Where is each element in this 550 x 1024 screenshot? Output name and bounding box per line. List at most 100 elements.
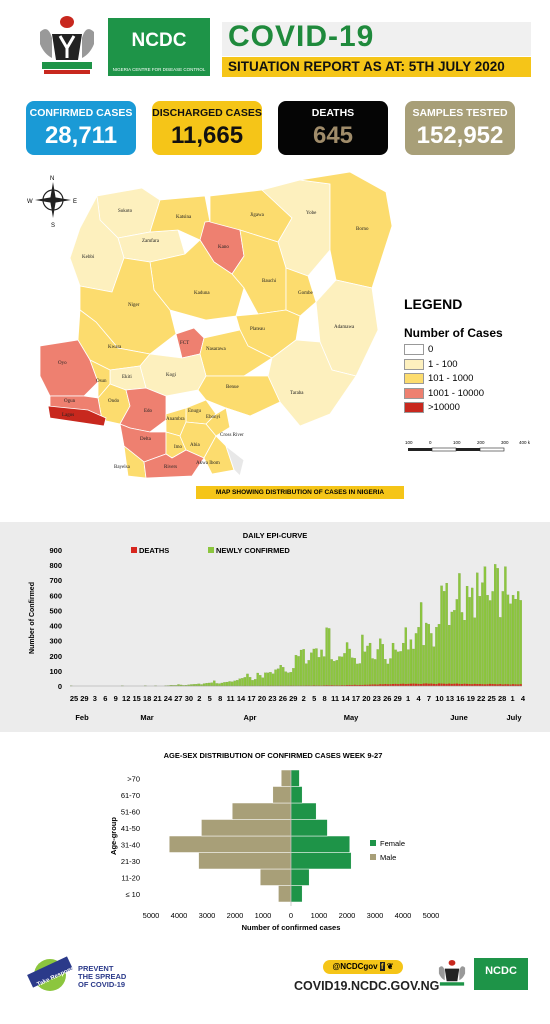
confirmed-bar xyxy=(310,652,313,687)
x-tick-label: 1000 xyxy=(255,911,272,920)
compass-w: W xyxy=(27,199,33,205)
confirmed-bar xyxy=(261,677,264,687)
deaths-bar xyxy=(440,683,443,686)
map-state-label: Kogi xyxy=(166,373,177,378)
deaths-bar xyxy=(430,683,433,686)
footer-coat-of-arms xyxy=(438,959,466,986)
footer-ncdc-logo: NCDC xyxy=(474,958,528,990)
footer-ncdc-logo-text: NCDC xyxy=(485,965,517,977)
confirmed-bar xyxy=(460,612,464,687)
y-axis-label: Number of Confirmed xyxy=(29,582,36,654)
confirmed-bar xyxy=(202,683,206,687)
confirmed-bar xyxy=(238,678,241,687)
x-tick-label: 12 xyxy=(122,694,130,703)
website-link[interactable]: COVID19.NCDC.GOV.NG xyxy=(294,979,440,993)
confirmed-bar xyxy=(297,656,300,687)
confirmed-bar xyxy=(333,661,336,687)
social-handle-text: @NCDCgov xyxy=(332,962,378,971)
confirmed-bar xyxy=(210,682,213,687)
prevent-line-3: OF COVID-19 xyxy=(78,980,126,989)
confirmed-bar xyxy=(516,591,520,687)
confirmed-bar xyxy=(230,681,234,687)
y-axis-label: Age-group xyxy=(109,817,118,855)
confirmed-bar xyxy=(251,680,254,687)
deaths-bar xyxy=(404,684,407,686)
female-bar xyxy=(290,835,351,853)
map-state xyxy=(225,444,245,477)
map-state-label: Benue xyxy=(226,385,240,390)
confirmed-bar xyxy=(399,651,402,687)
x-tick-label: 20 xyxy=(258,694,266,703)
deaths-bar xyxy=(519,684,522,686)
confirmed-bar xyxy=(483,566,487,687)
confirmed-bar xyxy=(248,677,252,687)
x-tick-label: 4000 xyxy=(171,911,188,920)
confirmed-bar xyxy=(351,657,354,687)
deaths-bar xyxy=(496,684,499,686)
deaths-bar xyxy=(348,684,351,686)
deaths-value: 645 xyxy=(312,122,354,149)
deaths-bar xyxy=(471,684,474,686)
x-tick-label: 6 xyxy=(103,694,107,703)
map-state-label: Ondo xyxy=(108,399,120,404)
map-state-label: Adamawa xyxy=(334,325,355,330)
legend-female-label: Female xyxy=(380,839,405,848)
deaths-bar xyxy=(391,684,395,686)
ncdc-logo-text: NCDC xyxy=(131,30,187,51)
x-tick-label: 2 xyxy=(302,694,306,703)
x-tick-label: 4 xyxy=(416,694,421,703)
deaths-bar xyxy=(417,683,420,686)
twitter-icon: ❦ xyxy=(386,962,394,971)
female-bar xyxy=(290,885,303,903)
confirmed-bar xyxy=(269,672,272,687)
x-tick-label: 18 xyxy=(143,694,151,703)
confirmed-bar xyxy=(335,660,339,687)
confirmed-bar xyxy=(325,627,328,687)
confirmed-bar xyxy=(442,591,446,687)
deaths-bar xyxy=(343,685,346,686)
confirmed-bar xyxy=(481,582,484,687)
male-bar xyxy=(231,802,292,820)
deaths-bar xyxy=(353,684,356,686)
deaths-bar xyxy=(361,684,364,686)
x-tick-label: 3000 xyxy=(367,911,384,920)
deaths-bar xyxy=(358,684,361,686)
age-group-label: 51-60 xyxy=(121,807,140,816)
legend-swatch xyxy=(404,387,424,399)
deaths-bar xyxy=(325,685,328,686)
confirmed-bar xyxy=(437,624,441,687)
female-bar xyxy=(290,819,328,837)
deaths-bar xyxy=(443,683,446,686)
x-tick-label: 17 xyxy=(352,694,360,703)
deaths-bar xyxy=(445,683,448,686)
confirmed-bar xyxy=(412,648,415,687)
legend-swatch xyxy=(404,358,424,370)
map-state-label: Imo xyxy=(174,445,183,450)
deaths-bar xyxy=(414,683,418,686)
social-handle[interactable]: @NCDCgov f ❦ xyxy=(323,960,403,974)
confirmed-bar xyxy=(478,596,482,687)
confirmed-bar xyxy=(430,633,433,687)
confirmed-cases-label: CONFIRMED CASES xyxy=(29,107,133,119)
confirmed-bar xyxy=(330,659,333,687)
deaths-bar xyxy=(481,684,484,686)
confirmed-bar xyxy=(448,625,451,687)
confirmed-bar xyxy=(340,656,344,687)
y-tick-label: 300 xyxy=(49,637,62,646)
deaths-bar xyxy=(389,684,392,686)
map-state-label: Kano xyxy=(218,245,229,250)
x-tick-label: 29 xyxy=(394,694,402,703)
map-state-label: Kebbi xyxy=(82,255,95,260)
x-tick-label: 26 xyxy=(279,694,287,703)
epi-curve-title: DAILY EPI-CURVE xyxy=(243,531,307,540)
confirmed-bar xyxy=(207,682,211,687)
deaths-bar xyxy=(435,684,438,686)
confirmed-bar xyxy=(491,591,494,687)
confirmed-bar xyxy=(253,679,257,687)
map-state-label: Akwa Ibom xyxy=(196,461,220,466)
legend-deaths-swatch xyxy=(131,547,137,553)
confirmed-bar xyxy=(419,602,423,687)
nigeria-map: N S E W Sokoto Zamfara Katsina Kano Jigawa Yo… xyxy=(27,171,393,479)
month-label: July xyxy=(506,713,522,722)
deaths-bar xyxy=(399,683,402,686)
